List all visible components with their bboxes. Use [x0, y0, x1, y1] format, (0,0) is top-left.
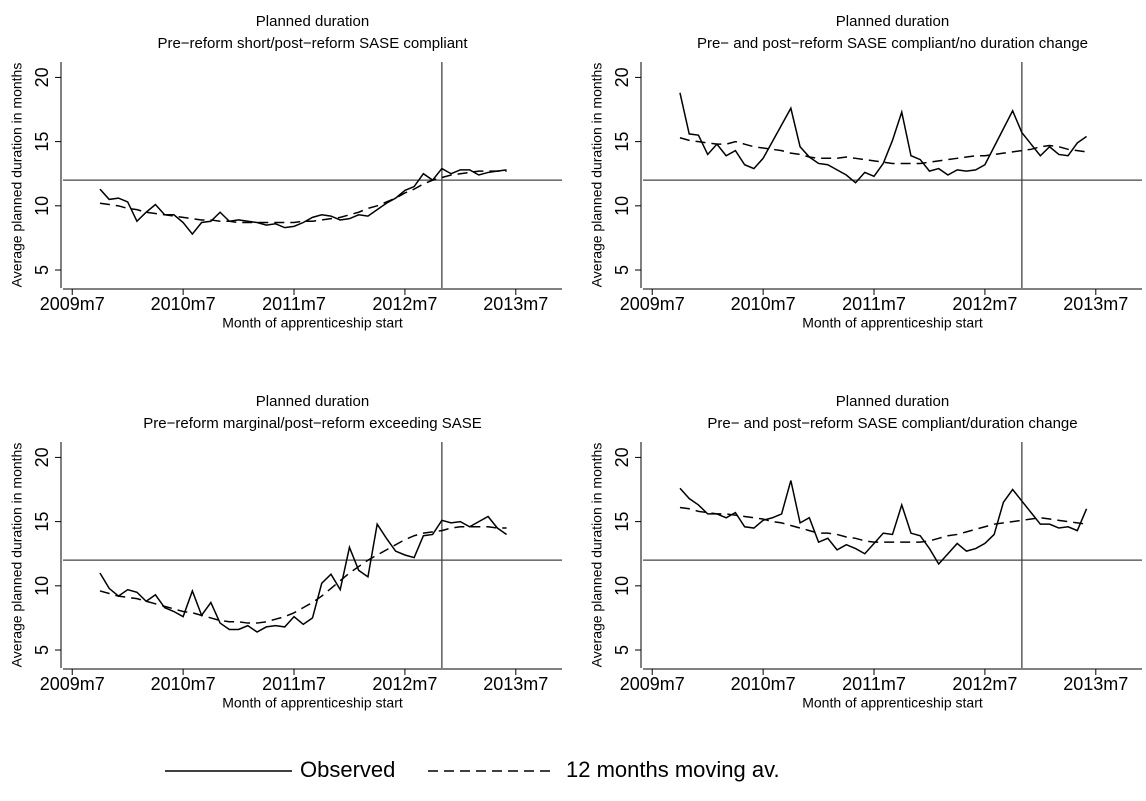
y-tick-label: 10	[32, 196, 52, 216]
y-tick-label: 15	[32, 512, 52, 532]
y-tick-label: 5	[32, 265, 52, 275]
x-tick-label: 2013m7	[483, 674, 548, 694]
x-tick-label: 2013m7	[483, 294, 548, 314]
y-axis-label: Average planned duration in months	[589, 63, 605, 288]
y-axis-label: Average planned duration in months	[9, 63, 25, 288]
chart-title: Planned duration	[256, 13, 369, 30]
x-axis-label: Month of apprenticeship start	[222, 695, 403, 711]
legend-label: Observed	[300, 757, 395, 782]
series-line	[679, 480, 1088, 566]
y-tick-label: 20	[612, 67, 632, 87]
chart-subtitle: Pre− and post−reform SASE compliant/no d…	[697, 35, 1088, 52]
y-tick-label: 15	[612, 132, 632, 152]
series-line	[679, 137, 1087, 165]
x-tick-label: 2011m7	[262, 294, 326, 314]
x-tick-label: 2009m7	[40, 294, 105, 314]
x-axis-label: Month of apprenticeship start	[802, 695, 983, 711]
chart-subtitle: Pre−reform short/post−reform SASE compli…	[157, 35, 468, 52]
chart-subtitle: Pre−reform marginal/post−reform exceedin…	[143, 415, 482, 432]
y-tick-label: 20	[32, 67, 52, 87]
series-line	[99, 167, 507, 236]
y-tick-label: 15	[612, 512, 632, 532]
series-line	[99, 170, 507, 224]
legend-label: 12 months moving av.	[566, 757, 780, 782]
x-tick-label: 2012m7	[952, 294, 1017, 314]
x-tick-label: 2011m7	[842, 674, 906, 694]
x-tick-label: 2010m7	[731, 294, 796, 314]
chart-title: Planned duration	[836, 393, 949, 410]
x-tick-label: 2009m7	[620, 674, 685, 694]
y-tick-label: 5	[612, 265, 632, 275]
y-axis-label: Average planned duration in months	[9, 443, 25, 668]
x-tick-label: 2009m7	[620, 294, 685, 314]
y-tick-label: 10	[612, 576, 632, 596]
y-tick-label: 20	[612, 447, 632, 467]
chart-subtitle: Pre− and post−reform SASE compliant/dura…	[707, 415, 1077, 432]
y-tick-label: 10	[32, 576, 52, 596]
x-tick-label: 2012m7	[372, 294, 437, 314]
chart-title: Planned duration	[256, 393, 369, 410]
y-tick-label: 10	[612, 196, 632, 216]
series-line	[99, 526, 507, 624]
y-tick-label: 20	[32, 447, 52, 467]
x-tick-label: 2010m7	[151, 294, 216, 314]
chart-title: Planned duration	[836, 13, 949, 30]
series-line	[679, 506, 1087, 543]
x-tick-label: 2012m7	[372, 674, 437, 694]
x-tick-label: 2011m7	[262, 674, 326, 694]
x-axis-label: Month of apprenticeship start	[222, 315, 403, 331]
series-line	[99, 515, 507, 633]
x-tick-label: 2013m7	[1063, 294, 1128, 314]
x-tick-label: 2010m7	[151, 674, 216, 694]
y-tick-label: 5	[612, 645, 632, 655]
x-axis-label: Month of apprenticeship start	[802, 315, 983, 331]
x-tick-label: 2013m7	[1063, 674, 1128, 694]
y-tick-label: 15	[32, 132, 52, 152]
series-line	[679, 92, 1087, 184]
y-axis-label: Average planned duration in months	[589, 443, 605, 668]
x-tick-label: 2009m7	[40, 674, 105, 694]
y-tick-label: 5	[32, 645, 52, 655]
x-tick-label: 2012m7	[952, 674, 1017, 694]
x-tick-label: 2011m7	[842, 294, 906, 314]
x-tick-label: 2010m7	[731, 674, 796, 694]
